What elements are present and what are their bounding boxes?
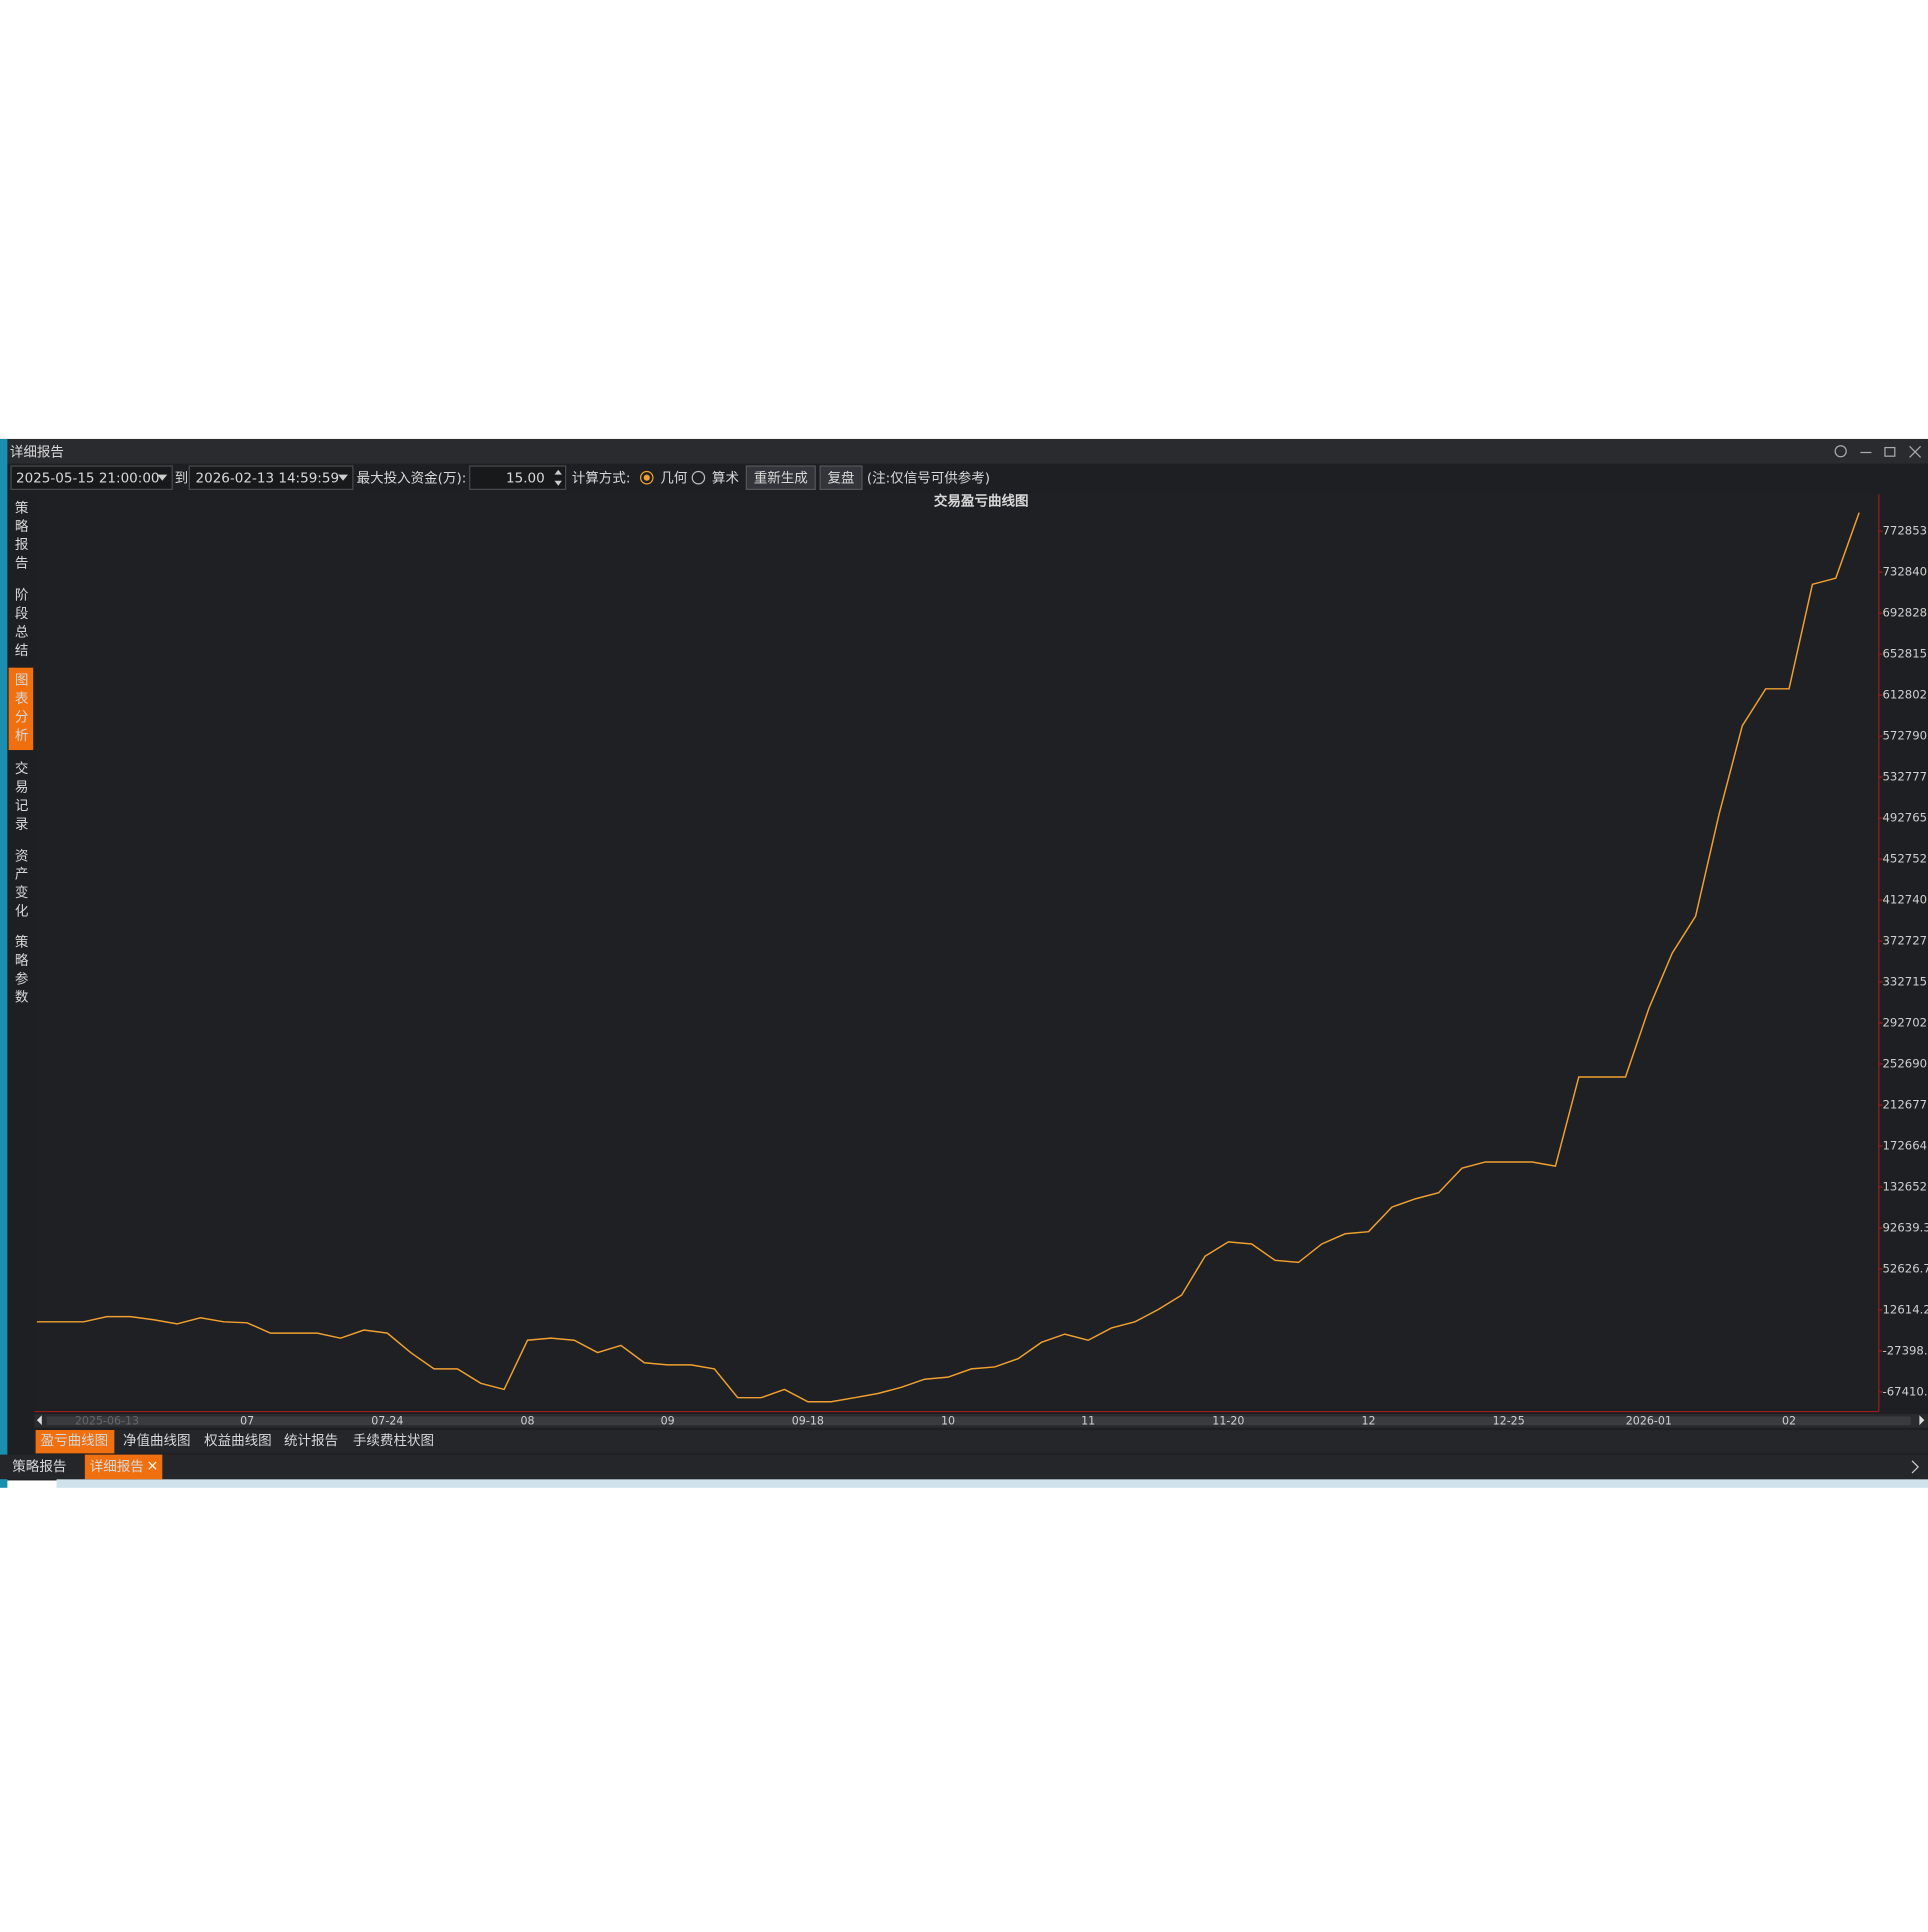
dropdown-arrow [157, 474, 168, 481]
pnl-line [36, 512, 1860, 1403]
x-tick-label: 11-20 [1212, 1414, 1244, 1427]
chart-tab[interactable]: 权益曲线图 [204, 1432, 272, 1449]
bottom-tab[interactable]: 策略报告 [12, 1458, 66, 1475]
button[interactable] [745, 465, 816, 490]
close-icon[interactable] [1909, 445, 1922, 458]
end-date: 2026-02-13 14:59:59 [196, 470, 340, 486]
spin-arrows[interactable] [554, 469, 562, 486]
help-icon[interactable] [1834, 445, 1847, 458]
side-tab[interactable]: 阶段总结 [12, 588, 29, 662]
side-tab-active [8, 667, 34, 751]
side-tab[interactable]: 策略报告 [12, 499, 29, 574]
chart-tab[interactable]: 盈亏曲线图 [41, 1433, 109, 1449]
x-tick-label: 02 [1782, 1414, 1796, 1427]
chart-tab[interactable]: 净值曲线图 [123, 1433, 191, 1449]
x-tick-label: 11 [1081, 1414, 1095, 1427]
y-tick-label: 92639.3 [1883, 1220, 1928, 1234]
y-tick-label: 212677 [1883, 1097, 1928, 1111]
dropdown-arrow [338, 474, 348, 481]
bottom-tab-active [84, 1454, 163, 1480]
chart-tab[interactable]: 手续费柱状图 [353, 1433, 434, 1449]
scroll-right[interactable] [1911, 1460, 1920, 1474]
side-tab[interactable]: 交易记录 [12, 760, 29, 835]
bottom-tab-bar [0, 1454, 1928, 1480]
x-tick-label: 08 [520, 1414, 534, 1427]
y-tick-label: 772853 [1883, 524, 1928, 538]
x-tick-label: 07-24 [371, 1414, 403, 1427]
capital-value: 15.00 [506, 470, 545, 486]
x-tick-label: 09 [661, 1414, 675, 1427]
method-label: 计算方式: [572, 470, 631, 486]
side-tab[interactable]: 策略参数 [12, 933, 29, 1008]
y-tick-label: 652815 [1883, 647, 1928, 661]
button-label: 重新生成 [754, 470, 808, 486]
y-tick-label: 732840 [1883, 565, 1928, 579]
end-date-box[interactable] [188, 465, 354, 490]
radio[interactable] [640, 470, 654, 485]
y-tick-label: 252690 [1883, 1057, 1928, 1071]
y-tick-label: 372727 [1883, 934, 1928, 948]
x-tick-label: 09-18 [792, 1414, 824, 1427]
side-tab[interactable]: 图表分析 [12, 673, 29, 747]
radio-label: 算术 [712, 470, 739, 486]
y-tick-label: -27398.4 [1883, 1343, 1928, 1357]
plot-area [34, 494, 1879, 1412]
x-tick-label: 12-25 [1493, 1414, 1525, 1427]
y-tick-label: 572790 [1883, 729, 1928, 743]
scroll-thumb[interactable] [46, 1416, 1911, 1426]
capital-box[interactable] [469, 465, 567, 490]
y-tick-label: 532777 [1883, 770, 1928, 784]
window-title: 详细报告 [10, 444, 64, 460]
y-tick-label: 412740 [1883, 893, 1928, 907]
y-tick-label: 52626.7 [1883, 1261, 1928, 1275]
side-tab[interactable]: 资产变化 [12, 848, 29, 922]
y-tick-label: 332715 [1883, 975, 1928, 989]
start-date-box[interactable] [10, 465, 173, 490]
chart-tab-bar [34, 1430, 1928, 1454]
y-tick-label: -67410.9 [1883, 1384, 1928, 1398]
y-tick-label: 492765 [1883, 811, 1928, 825]
chart-tab-active [35, 1430, 115, 1454]
y-tick-label: 612802 [1883, 688, 1928, 702]
restore-icon[interactable] [1884, 446, 1896, 457]
taskbar-edge [56, 1479, 1928, 1488]
title-bar [0, 438, 1928, 464]
x-tick-label: 2025-06-13 [75, 1414, 139, 1427]
button[interactable] [819, 465, 863, 490]
radio-dot [643, 474, 650, 481]
y-tick-label: 692828 [1883, 606, 1928, 620]
y-tick-label: 452752 [1883, 852, 1928, 866]
desktop-edge [0, 438, 8, 1488]
x-tick-label: 07 [240, 1414, 254, 1427]
button-label: 复盘 [828, 469, 855, 486]
chart-title: 交易盈亏曲线图 [934, 493, 1029, 510]
tab-close[interactable] [148, 1461, 157, 1470]
to-label: 到 [175, 470, 189, 486]
y-tick-label: 12614.2 [1883, 1302, 1928, 1316]
start-date: 2025-05-15 21:00:00 [16, 470, 160, 486]
x-tick-label: 10 [941, 1414, 955, 1427]
radio-label: 几何 [660, 470, 688, 486]
y-tick-label: 292702 [1883, 1016, 1928, 1030]
chart-tab[interactable]: 统计报告 [284, 1433, 338, 1449]
capital-label: 最大投入资金(万): [357, 470, 467, 486]
y-tick-label: 132652 [1883, 1179, 1928, 1193]
bottom-tab[interactable]: 详细报告 [90, 1459, 144, 1475]
note: (注:仅信号可供参考) [867, 469, 990, 486]
y-tick-label: 172664 [1883, 1138, 1928, 1152]
x-tick-label: 2026-01 [1626, 1414, 1672, 1427]
radio[interactable] [691, 470, 706, 485]
x-tick-label: 12 [1362, 1414, 1376, 1427]
